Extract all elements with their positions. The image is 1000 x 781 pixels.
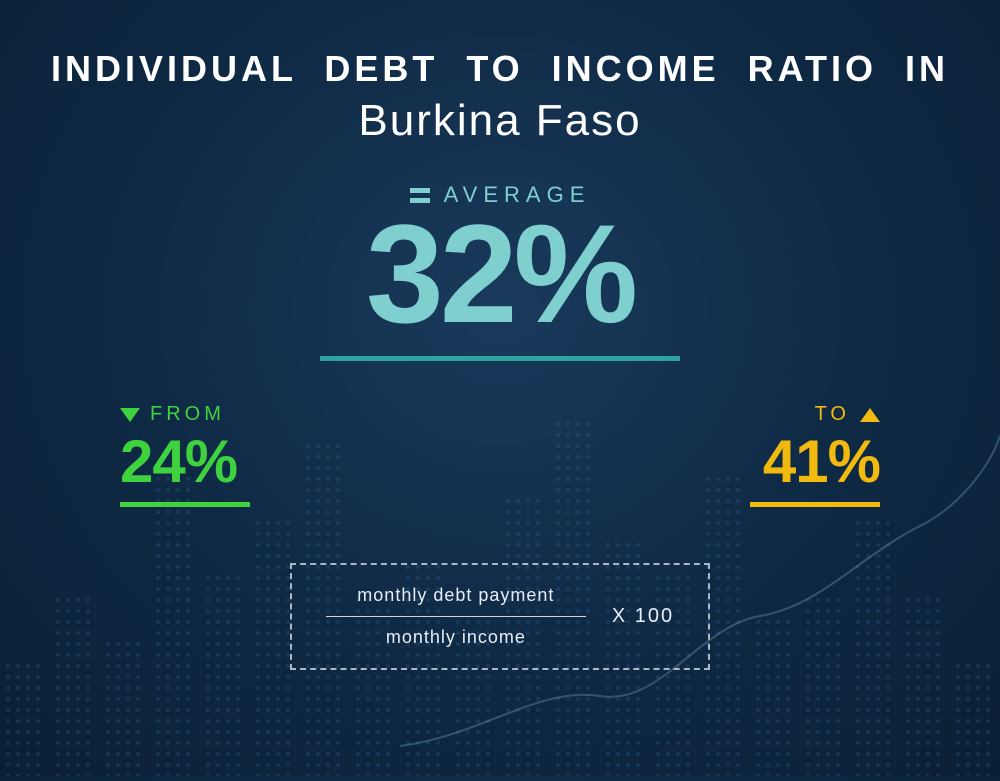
range-from-block: FROM 24% <box>120 403 250 507</box>
triangle-up-icon <box>860 408 880 422</box>
average-underline <box>320 356 680 361</box>
range-to-label: TO <box>815 403 850 426</box>
infographic-content: INDIVIDUAL DEBT TO INCOME RATIO IN Burki… <box>0 0 1000 670</box>
range-to-underline <box>750 502 880 507</box>
formula-fraction: monthly debt payment monthly income <box>326 585 586 648</box>
range-from-label: FROM <box>150 403 225 426</box>
range-to-value: 41% <box>750 432 880 492</box>
range-from-value: 24% <box>120 432 250 492</box>
formula-denominator: monthly income <box>386 627 526 648</box>
formula-fraction-line <box>326 616 586 617</box>
title-line2: Burkina Faso <box>0 96 1000 146</box>
formula-box: monthly debt payment monthly income X 10… <box>290 563 710 670</box>
formula-multiplier: X 100 <box>612 605 674 628</box>
triangle-down-icon <box>120 408 140 422</box>
title-line1: INDIVIDUAL DEBT TO INCOME RATIO IN <box>0 48 1000 90</box>
range-to-block: TO 41% <box>750 403 880 507</box>
formula-numerator: monthly debt payment <box>357 585 554 606</box>
range-row: FROM 24% TO 41% <box>120 403 880 507</box>
average-value: 32% <box>0 204 1000 344</box>
range-from-underline <box>120 502 250 507</box>
